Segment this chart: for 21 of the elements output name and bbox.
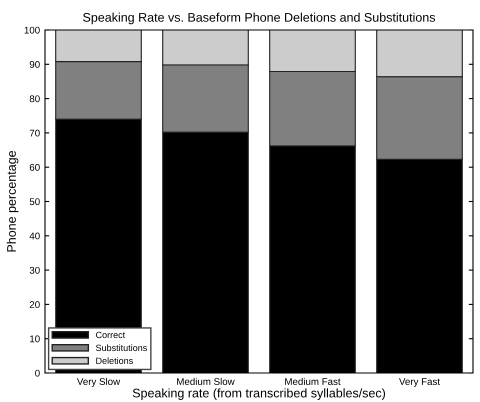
y-tick-label: 20 xyxy=(30,301,40,308)
x-axis-title: Speaking rate (from transcribed syllables/sec) xyxy=(132,388,386,400)
y-tick-label: 40 xyxy=(30,232,40,240)
y-tick-label: 30 xyxy=(30,266,40,274)
legend-label: Substitutions xyxy=(96,344,147,352)
y-tick-label: 80 xyxy=(30,95,40,102)
y-tick-label: 10 xyxy=(30,335,40,342)
y-tick-label: 70 xyxy=(30,130,40,137)
y-tick-label: 100 xyxy=(24,26,40,34)
y-tick-label: 0 xyxy=(35,370,40,377)
legend-label: Deletions xyxy=(96,357,133,364)
y-tick-label: 50 xyxy=(30,198,40,206)
x-tick-label: Medium Slow xyxy=(177,378,235,385)
x-tick-label: Very Fast xyxy=(399,378,440,387)
legend-label: Correct xyxy=(96,332,126,338)
chart-title: Speaking Rate vs. Baseform Phone Deletions and Substitutions xyxy=(83,12,436,24)
x-tick-label: Medium Fast xyxy=(285,378,341,385)
y-axis-title: Phone percentage xyxy=(6,150,18,252)
y-tick-label: 90 xyxy=(30,61,40,68)
x-tick-label: Very Slow xyxy=(76,378,120,387)
y-tick-label: 60 xyxy=(30,164,40,171)
